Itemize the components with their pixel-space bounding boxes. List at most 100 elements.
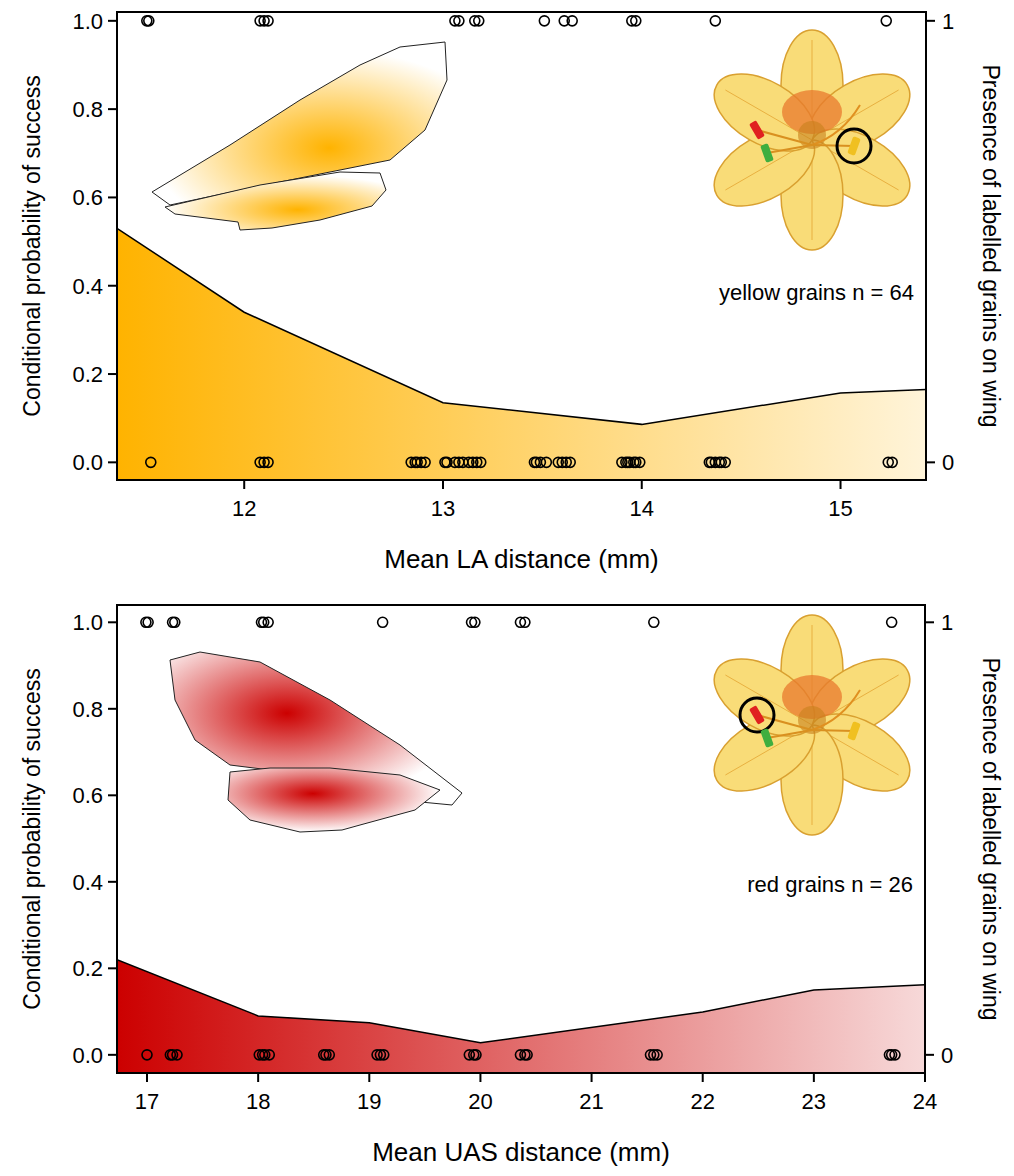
y-tick [108, 621, 117, 623]
y-tick-label: 1.0 [72, 610, 103, 635]
grain-point [172, 1050, 182, 1060]
grain-point [471, 1050, 481, 1060]
flower-filament [767, 730, 812, 738]
y2-axis-title: Presence of labelled grains on wing [978, 64, 1004, 427]
x-axis-title: Mean UAS distance (mm) [372, 1137, 670, 1167]
x-tick [479, 1073, 481, 1082]
flower-anther [760, 143, 774, 163]
grain-point [541, 457, 551, 467]
y2-tick-label: 0 [942, 450, 954, 475]
y-tick-label: 0.2 [72, 362, 103, 387]
grain-point [264, 1050, 274, 1060]
flower-illustration [701, 30, 923, 250]
flower-anther [760, 728, 774, 748]
x-tick-label: 14 [630, 496, 654, 521]
y-tick [108, 108, 117, 110]
y-tick [108, 708, 117, 710]
flower-filament [757, 130, 812, 145]
x-tick-label: 20 [468, 1089, 492, 1114]
x-tick [840, 480, 842, 489]
y2-tick-label: 1 [941, 610, 953, 635]
grain-point [170, 617, 180, 627]
grain-point [649, 617, 659, 627]
flower-anther [847, 136, 861, 156]
grain-point [142, 1050, 152, 1060]
plot-frame [117, 12, 926, 480]
anther-highlight [740, 698, 774, 732]
annotation: red grains n = 26 [747, 872, 913, 897]
y-tick [108, 285, 117, 287]
petal-vein [725, 725, 812, 775]
grain-point [881, 16, 891, 26]
grain-point [635, 457, 645, 467]
x-tick [591, 1073, 593, 1082]
grain-point [144, 16, 154, 26]
x-tick [257, 1073, 259, 1082]
grain-point [263, 16, 273, 26]
y-tick-label: 0.4 [72, 274, 103, 299]
probability-line [117, 228, 926, 424]
y-tick-label: 0.6 [72, 783, 103, 808]
y-tick [108, 373, 117, 375]
grain-point [454, 16, 464, 26]
y-tick-label: 0.6 [72, 185, 103, 210]
grain-point [539, 16, 549, 26]
flower-filament [812, 730, 854, 731]
grain-point [567, 16, 577, 26]
x-tick-label: 22 [690, 1089, 714, 1114]
y2-tick-label: 1 [942, 9, 954, 34]
grain-point [146, 457, 156, 467]
y-tick [108, 1054, 117, 1056]
grain-point [476, 457, 486, 467]
x-tick-label: 19 [357, 1089, 381, 1114]
x-tick [702, 1073, 704, 1082]
x-tick [368, 1073, 370, 1082]
y-tick-label: 0.0 [72, 1043, 103, 1068]
x-tick-label: 18 [246, 1089, 270, 1114]
x-tick-label: 12 [232, 496, 256, 521]
chart-figure: 0.00.20.40.60.81.00112131415Mean LA dist… [0, 0, 1014, 1176]
x-tick [243, 480, 245, 489]
wing-hindwing [228, 768, 440, 832]
grain-point [420, 457, 430, 467]
grain-point [631, 16, 641, 26]
y-tick [108, 196, 117, 198]
grain-point [378, 617, 388, 627]
flower-anther [749, 705, 765, 725]
y-axis-title: Conditional probability of success [19, 668, 45, 1009]
y-axis-title: Conditional probability of success [19, 75, 45, 416]
x-tick-label: 17 [135, 1089, 159, 1114]
y2-tick-label: 0 [941, 1043, 953, 1068]
grain-point [263, 457, 273, 467]
chart-panel: 0.00.20.40.60.81.0011718192021222324Mean… [19, 605, 1004, 1167]
anther-highlight [837, 129, 871, 163]
flower-anther [749, 120, 765, 140]
wing-hindwing [165, 172, 386, 230]
flower-filament [757, 715, 812, 730]
grain-point [520, 617, 530, 627]
grain-point [565, 457, 575, 467]
y-tick-label: 1.0 [72, 9, 103, 34]
annotation: yellow grains n = 64 [719, 280, 914, 305]
y2-axis-title: Presence of labelled grains on wing [978, 657, 1004, 1020]
grain-point [470, 617, 480, 627]
petal-vein [725, 140, 812, 190]
plot-data [117, 16, 926, 480]
y2-tick [925, 621, 934, 623]
grain-point [263, 617, 273, 627]
y-tick [108, 881, 117, 883]
illustrations [170, 615, 923, 835]
y2-tick [926, 20, 935, 22]
flower-illustration [701, 615, 923, 835]
plot-data [117, 617, 925, 1073]
grain-point [143, 617, 153, 627]
y-tick [108, 461, 117, 463]
x-tick [146, 1073, 148, 1082]
illustrations [152, 30, 923, 250]
grain-point [887, 457, 897, 467]
y-tick [108, 967, 117, 969]
grain-point [890, 1050, 900, 1060]
grain-point [522, 1050, 532, 1060]
x-tick-label: 23 [802, 1089, 826, 1114]
flower-anther [847, 721, 861, 741]
